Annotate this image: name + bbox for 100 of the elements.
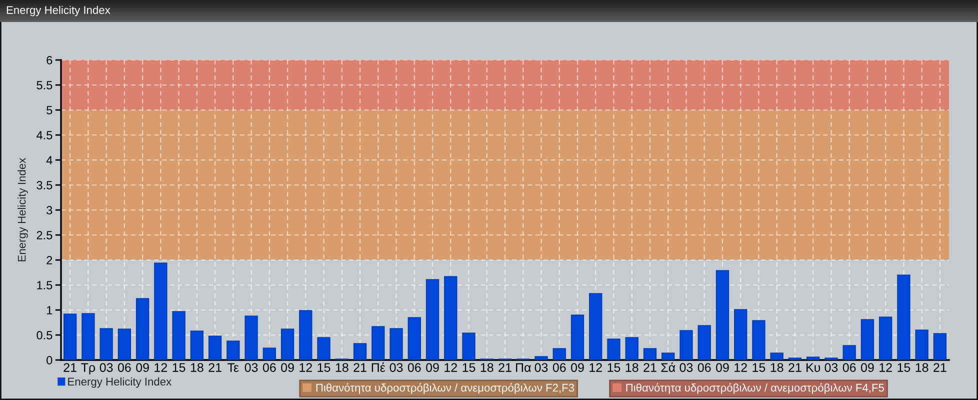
bar: [226, 340, 240, 360]
x-tick-label: 09: [571, 363, 584, 372]
bar: [317, 337, 330, 360]
bar: [172, 311, 186, 360]
y-tick-label: 3: [46, 206, 52, 214]
x-tick-label: 06: [842, 363, 856, 372]
bar: [625, 337, 638, 360]
x-tick-label: Πέ: [372, 362, 386, 372]
x-tick-label: 06: [552, 363, 566, 372]
legend-label: Πιθανότητα υδροστρόβιλων / ανεμοστρόβιλων F4,F5: [626, 383, 884, 394]
y-tick-label: 2: [46, 256, 52, 264]
x-tick-label: 15: [898, 363, 910, 372]
x-tick-label: 09: [281, 363, 294, 372]
bar: [589, 293, 602, 360]
x-tick-label: 09: [716, 363, 729, 372]
bar: [426, 279, 440, 360]
bar: [698, 325, 711, 360]
bar: [190, 330, 204, 360]
y-tick-label: 4.5: [36, 131, 52, 140]
bar: [372, 326, 385, 360]
y-tick-label: 4: [46, 156, 52, 164]
x-tick-label: Κυ: [806, 363, 820, 372]
bar: [643, 348, 657, 360]
legend-label: Energy Helicity Index: [68, 377, 172, 388]
x-tick-label: 21: [64, 363, 76, 372]
y-tick-label: 1.5: [37, 281, 52, 290]
bar: [154, 262, 168, 360]
bar: [534, 356, 548, 360]
x-tick-label: 03: [680, 363, 693, 372]
bar: [860, 319, 874, 360]
x-tick-label: 12: [154, 363, 167, 372]
x-tick-label: 12: [590, 363, 602, 372]
x-tick-label: 06: [698, 363, 711, 372]
x-tick-label: 12: [880, 363, 892, 372]
y-tick-label: 3.5: [36, 181, 52, 190]
x-tick-label: 06: [118, 363, 131, 372]
bar: [444, 276, 458, 360]
y-axis-title: Energy Helicity Index: [18, 158, 28, 262]
x-tick-label: 03: [100, 363, 113, 372]
y-tick-label: 0.5: [36, 331, 52, 340]
x-tick-label: 03: [534, 363, 548, 372]
bar: [734, 309, 748, 360]
bar: [915, 330, 928, 360]
bar: [570, 314, 584, 360]
bar: [280, 328, 294, 360]
bar: [878, 316, 892, 360]
x-tick-label: 15: [462, 363, 476, 372]
bar: [462, 332, 476, 360]
x-tick-label: 18: [336, 363, 348, 372]
x-tick-label: 09: [136, 363, 149, 372]
bar: [897, 274, 910, 360]
x-tick-label: Πα: [516, 363, 531, 372]
x-tick-label: 06: [262, 363, 276, 372]
y-tick-label: 6: [46, 56, 52, 64]
x-tick-label: 09: [426, 363, 439, 372]
bar: [680, 330, 693, 360]
bar: [806, 356, 820, 360]
bar: [244, 316, 258, 360]
x-tick-label: Τε: [228, 363, 239, 372]
x-tick-label: Σά: [661, 362, 676, 372]
bar: [842, 345, 856, 360]
x-tick-label: 06: [408, 363, 421, 372]
x-tick-label: 12: [734, 363, 747, 372]
x-tick-label: 18: [190, 363, 204, 372]
bar: [390, 328, 403, 360]
bar: [662, 352, 675, 360]
x-tick-label: 09: [860, 363, 874, 372]
bar: [118, 328, 132, 360]
x-tick-label: 21: [934, 363, 946, 372]
bar: [770, 352, 784, 360]
x-tick-label: 15: [752, 363, 766, 372]
bar: [607, 338, 620, 360]
bar: [353, 343, 367, 360]
x-tick-label: 03: [390, 363, 403, 372]
bar: [208, 336, 222, 360]
x-tick-label: 03: [824, 363, 838, 372]
x-tick-label: 12: [444, 363, 457, 372]
x-tick-label: 18: [626, 363, 638, 372]
y-tick-label: 1: [47, 306, 52, 314]
x-tick-label: Τρ: [81, 363, 96, 374]
bar: [262, 348, 276, 360]
y-tick-label: 2.5: [36, 231, 52, 240]
x-tick-label: 15: [608, 363, 620, 372]
bar: [100, 328, 113, 360]
bar: [63, 314, 77, 360]
bar: [933, 333, 947, 360]
x-tick-label: 21: [644, 363, 656, 372]
x-tick-label: 18: [480, 363, 494, 372]
bar: [552, 348, 566, 360]
chart-title: Energy Helicity Index: [6, 6, 110, 16]
bar: [82, 313, 95, 360]
x-tick-label: 15: [318, 363, 330, 372]
x-tick-label: 21: [498, 363, 512, 372]
y-tick-label: 5.5: [36, 81, 52, 90]
y-tick-label: 0: [46, 356, 52, 364]
bar: [136, 298, 150, 360]
x-tick-label: 15: [172, 363, 186, 372]
x-tick-label: 18: [770, 363, 784, 372]
x-tick-label: 21: [208, 363, 222, 372]
x-tick-label: 12: [300, 363, 312, 372]
